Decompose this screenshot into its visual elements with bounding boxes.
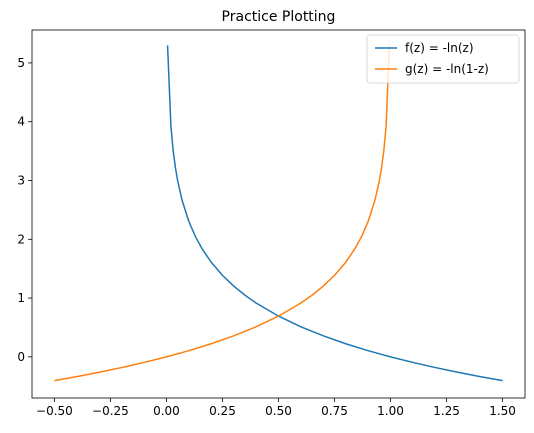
legend: f(z) = -ln(z) g(z) = -ln(1-z) [366, 34, 520, 84]
y-tick-label: 3 [17, 173, 25, 187]
y-tick-label: 0 [17, 350, 25, 364]
x-tick-label: 0.00 [153, 404, 180, 418]
x-axis: −0.50 −0.25 0.00 0.25 0.50 0.75 1.00 1.25 1.50 [36, 398, 516, 418]
chart-title: Practice Plotting [222, 9, 336, 25]
series-line-2 [54, 45, 391, 382]
legend-label: f(z) = -ln(z) [405, 41, 474, 55]
series-line-1 [166, 45, 503, 382]
y-tick-label: 5 [17, 56, 25, 70]
x-tick-label: −0.50 [36, 404, 73, 418]
x-tick-label: 0.75 [321, 404, 348, 418]
legend-label: g(z) = -ln(1-z) [405, 62, 489, 76]
x-tick-label: 1.50 [489, 404, 516, 418]
x-tick-label: −0.25 [92, 404, 129, 418]
legend-box [366, 34, 520, 84]
plot-area [54, 45, 503, 382]
x-tick-label: 1.00 [377, 404, 404, 418]
y-tick-label: 2 [17, 232, 25, 246]
y-tick-label: 4 [17, 115, 25, 129]
axes-frame [31, 29, 526, 399]
y-axis: 0 1 2 3 4 5 [17, 56, 32, 364]
x-tick-label: 0.50 [265, 404, 292, 418]
y-tick-label: 1 [17, 291, 25, 305]
x-tick-label: 0.25 [209, 404, 236, 418]
x-tick-label: 1.25 [433, 404, 460, 418]
